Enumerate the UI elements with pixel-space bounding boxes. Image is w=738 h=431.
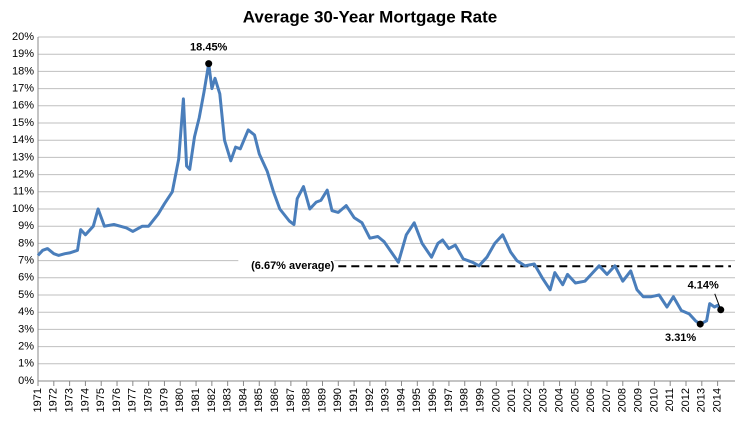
x-tick-label: 1992 <box>364 388 376 412</box>
y-tick-label: 20% <box>12 31 34 43</box>
x-tick-label: 2014 <box>712 388 724 412</box>
x-tick-label: 1993 <box>380 388 392 412</box>
y-tick-label: 7% <box>18 255 34 267</box>
x-tick-label: 2000 <box>490 388 502 412</box>
y-tick-label: 17% <box>12 83 34 95</box>
y-tick-label: 5% <box>18 289 34 301</box>
x-tick-label: 2003 <box>538 388 550 412</box>
annotation-label: 3.31% <box>665 332 696 344</box>
line <box>36 62 723 326</box>
x-tick-label: 1982 <box>206 388 218 412</box>
y-tick-label: 2% <box>18 341 34 353</box>
x-tick-label: 1999 <box>474 388 486 412</box>
x-tick-label: 1991 <box>348 388 360 412</box>
average-label-bg <box>238 258 335 275</box>
y-tick-label: 0% <box>18 375 34 387</box>
annotation-dot <box>696 320 704 328</box>
y-tick-label: 8% <box>18 237 34 249</box>
x-tick-label: 1980 <box>174 388 186 412</box>
x-tick-label: 1998 <box>459 388 471 412</box>
x-tick-label: 1988 <box>301 388 313 412</box>
y-tick-label: 11% <box>13 186 34 198</box>
x-tick-label: 1979 <box>158 388 170 412</box>
x-tick-label: 1972 <box>48 388 60 412</box>
x-tick-label: 1997 <box>443 388 455 412</box>
y-tick-label: 1% <box>18 358 34 370</box>
x-tick-label: 2012 <box>680 388 692 412</box>
x-tick-label: 2004 <box>553 388 565 412</box>
chart-title: Average 30-Year Mortgage Rate <box>243 7 497 26</box>
x-tick-label: 1977 <box>127 388 139 412</box>
y-tick-label: 19% <box>12 48 34 60</box>
x-tick-label: 1984 <box>237 388 249 412</box>
x-tick-label: 2009 <box>632 388 644 412</box>
x-tick-label: 2013 <box>696 388 708 412</box>
y-tick-label: 15% <box>12 117 34 129</box>
x-tick-label: 1983 <box>222 388 234 412</box>
y-tick-label: 9% <box>18 220 34 232</box>
y-tick-label: 14% <box>12 134 34 146</box>
x-tick-label: 1985 <box>253 388 265 412</box>
y-tick-label: 3% <box>18 323 34 335</box>
x-tick-label: 2001 <box>506 388 518 412</box>
x-tick-label: 1973 <box>64 388 76 412</box>
y-tick-label: 6% <box>18 272 34 284</box>
x-tick-label: 1978 <box>143 388 155 412</box>
y-tick-label: 12% <box>12 169 34 181</box>
x-tick-label: 2006 <box>585 388 597 412</box>
annotation-dot <box>205 60 213 68</box>
y-tick-label: 10% <box>12 203 34 215</box>
x-tick-label: 1995 <box>411 388 423 412</box>
x-tick-label: 2010 <box>648 388 660 412</box>
annotation-label: 4.14% <box>688 280 719 292</box>
y-tick-label: 13% <box>12 151 34 163</box>
y-tick-label: 18% <box>12 65 34 77</box>
x-tick-label: 1986 <box>269 388 281 412</box>
x-tick-label: 1975 <box>95 388 107 412</box>
x-tick-label: 2011 <box>664 388 676 412</box>
x-tick-label: 2002 <box>522 388 534 412</box>
y-tick-label: 4% <box>18 306 34 318</box>
x-tick-label: 1976 <box>111 388 123 412</box>
x-tick-label: 1971 <box>32 388 44 412</box>
x-tick-label: 1981 <box>190 388 202 412</box>
x-tick-label: 1990 <box>332 388 344 412</box>
annotation-dot <box>717 306 725 314</box>
x-tick-label: 1994 <box>395 388 407 412</box>
x-tick-label: 2005 <box>569 388 581 412</box>
x-tick-label: 1987 <box>285 388 297 412</box>
x-tick-label: 1974 <box>79 388 91 412</box>
x-tick-label: 2008 <box>617 388 629 412</box>
average-label: (6.67% average) <box>251 260 334 272</box>
x-tick-label: 1996 <box>427 388 439 412</box>
x-tick-label: 2007 <box>601 388 613 412</box>
y-tick-label: 16% <box>12 100 34 112</box>
x-tick-label: 1989 <box>316 388 328 412</box>
annotation-label: 18.45% <box>190 42 228 54</box>
